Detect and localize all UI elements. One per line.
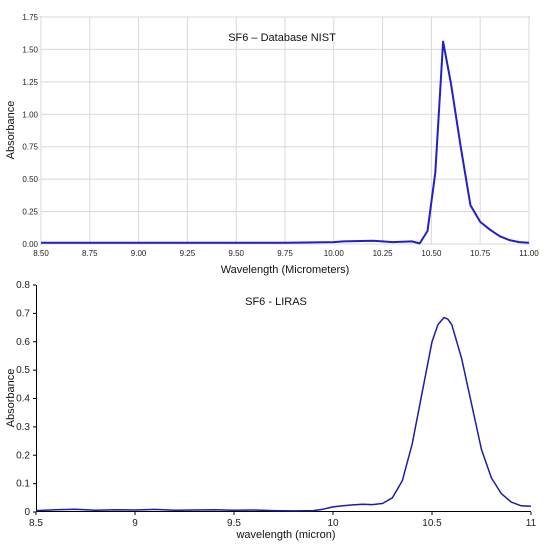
y-tick-label: 1.00 [22,110,38,119]
chart-liras-title: SF6 - LIRAS [245,296,307,308]
series-line [35,316,532,512]
chart-nist-line [41,40,530,245]
x-tick-label: 11 [526,518,537,529]
x-tick-label: 10 [327,518,339,529]
x-tick-label: 9.00 [131,249,147,258]
y-tick-label: 0.00 [22,240,38,249]
chart-liras-line [35,316,532,512]
y-tick-label: 0.25 [22,208,38,217]
x-tick-label: 8.75 [82,249,98,258]
x-tick-label: 9.50 [228,249,244,258]
y-tick-label: 0.6 [16,337,30,348]
x-tick-label: 10.5 [422,518,442,529]
y-tick-label: 0.4 [16,394,30,405]
chart-nist-ticks: 8.50 8.75 9.00 9.25 9.50 9.75 10.00 10.25 10.50 1… [22,13,539,258]
y-tick-label: 0.1 [16,479,30,490]
x-tick-label: 8.50 [33,249,49,258]
x-tick-label: 10.00 [324,249,345,258]
y-tick-label: 0 [24,507,30,518]
y-tick-label: 0.75 [22,143,38,152]
chart-liras-axes [36,285,531,512]
chart-nist-ylabel: Absorbance [5,101,17,160]
chart-nist-title: SF6 – Database NIST [228,32,336,44]
y-tick-label: 0.3 [16,422,30,433]
chart-liras: 8.5 9 9.5 10 10.5 11 0 0.1 0.2 0.3 0.4 0.5 0.6 0.7 0.8… [5,280,537,541]
series-line [41,40,530,245]
y-tick-label: 1.25 [22,78,38,87]
x-tick-label: 10.75 [470,249,491,258]
y-tick-label: 0.8 [16,280,30,291]
chart-liras-ylabel: Absorbance [5,369,17,428]
x-tick-label: 11.00 [519,249,539,258]
y-tick-label: 1.75 [22,13,38,22]
y-tick-label: 0.5 [16,365,30,376]
chart-nist-xlabel: Wavelength (Micrometers) [221,264,350,276]
chart-nist: 8.50 8.75 9.00 9.25 9.50 9.75 10.00 10.25 10.50 1… [5,13,539,276]
x-tick-label: 9.5 [227,518,241,529]
chart-liras-ticks: 8.5 9 9.5 10 10.5 11 0 0.1 0.2 0.3 0.4 0.5 0.6 0.7 0.8 [16,280,537,529]
chart-nist-grid [40,16,530,245]
chart-liras-xlabel: wavelength (micron) [235,529,335,541]
x-tick-label: 10.25 [373,249,394,258]
x-tick-label: 9.75 [277,249,293,258]
x-tick-label: 10.50 [421,249,442,258]
y-tick-label: 1.50 [22,45,38,54]
x-tick-label: 8.5 [29,518,43,529]
y-tick-label: 0.50 [22,175,38,184]
x-tick-label: 9 [132,518,138,529]
y-tick-label: 0.2 [16,450,30,461]
y-tick-label: 0.7 [16,308,30,319]
x-tick-label: 9.25 [180,249,196,258]
